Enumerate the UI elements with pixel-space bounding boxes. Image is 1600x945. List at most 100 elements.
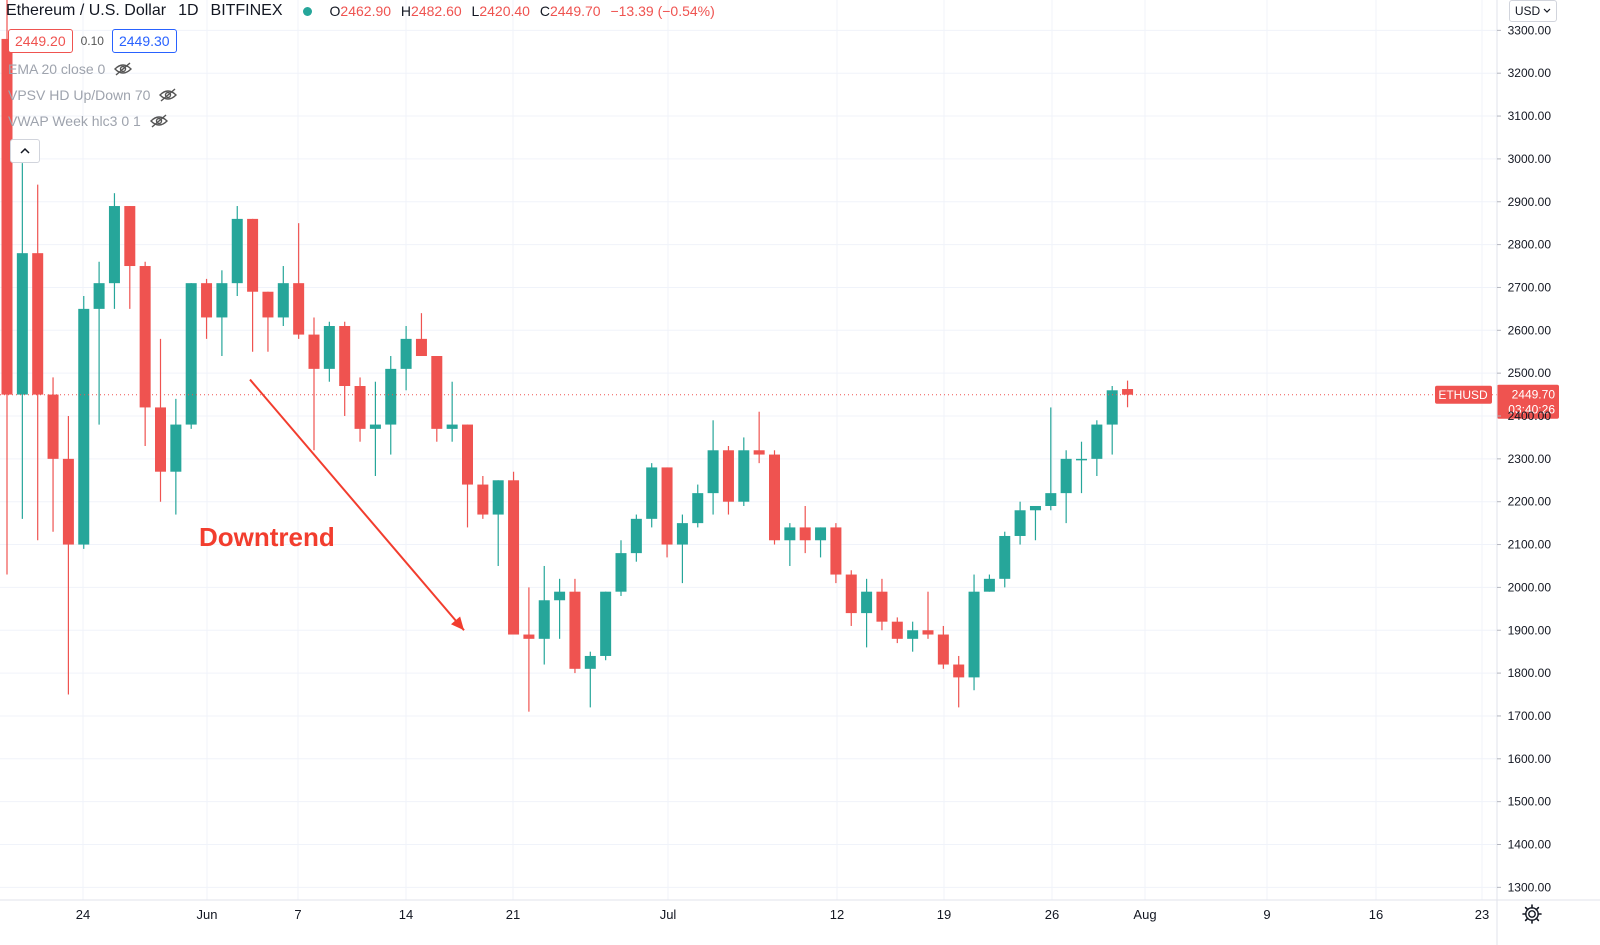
candle-body <box>722 450 734 502</box>
candle-up <box>185 283 197 429</box>
candle-up <box>676 514 688 584</box>
candle-down <box>247 218 259 352</box>
candle-up <box>584 651 596 708</box>
currency-label: USD <box>1514 4 1541 18</box>
indicator-vpsv[interactable]: VPSV HD Up/Down 70 <box>8 87 178 103</box>
candle-up <box>16 163 28 519</box>
x-tick-label: 14 <box>399 907 413 922</box>
y-tick-label: 2300.00 <box>1508 452 1552 466</box>
candle-body <box>523 634 535 639</box>
gear-icon[interactable] <box>1521 903 1543 925</box>
candle-up <box>400 326 412 391</box>
candle-down <box>155 338 166 502</box>
x-tick-label: 24 <box>76 907 90 922</box>
y-tick-label: 1400.00 <box>1508 838 1552 852</box>
x-tick-label: Aug <box>1133 907 1156 922</box>
candle-up <box>983 574 995 592</box>
candle-up <box>615 540 627 596</box>
candle-down <box>201 278 213 339</box>
price-axis[interactable]: 1300.00 1400.00 1500.00 1600.00 1700.00 1800.… <box>1496 0 1552 945</box>
candle-body <box>462 424 473 485</box>
candle-up <box>907 621 919 652</box>
candle-body <box>354 386 366 429</box>
candle-body <box>830 527 842 575</box>
candle-up <box>78 296 90 549</box>
y-tick-label: 3000.00 <box>1508 152 1552 166</box>
candle-body <box>78 308 90 545</box>
hidden-eye-icon[interactable] <box>149 114 169 128</box>
currency-select[interactable]: USD <box>1509 0 1557 22</box>
candle-body <box>477 484 489 515</box>
candle-up <box>277 266 289 327</box>
candle-up <box>446 381 458 442</box>
candle-down <box>124 206 136 309</box>
y-tick-label: 2900.00 <box>1508 195 1552 209</box>
candle-body <box>799 527 811 541</box>
indicator-label: VPSV HD Up/Down 70 <box>8 87 151 103</box>
candle-up <box>108 193 120 309</box>
candle-up <box>815 527 827 558</box>
candle-up <box>385 356 397 455</box>
symbol-title[interactable]: Ethereum / U.S. Dollar <box>6 2 167 19</box>
downtrend-arrow-line <box>249 378 465 631</box>
collapse-legend-button[interactable] <box>10 139 40 163</box>
candle-up <box>1045 407 1057 511</box>
hidden-eye-icon[interactable] <box>113 62 133 76</box>
candle-up <box>968 574 980 691</box>
candle-body <box>492 480 504 515</box>
candle-body <box>554 591 566 601</box>
exchange-label: BITFINEX <box>210 2 283 19</box>
candle-body <box>323 326 335 369</box>
candle-body <box>661 467 673 545</box>
candle-down <box>477 475 489 519</box>
y-tick-label: 2200.00 <box>1508 495 1552 509</box>
indicator-vwap[interactable]: VWAP Week hlc3 0 1 <box>8 113 169 129</box>
buy-price-button[interactable]: 2449.30 <box>111 29 177 53</box>
x-tick-label: Jul <box>660 907 677 922</box>
hidden-eye-icon[interactable] <box>158 88 178 102</box>
chevron-up-icon <box>20 147 30 154</box>
candle-body <box>676 523 688 545</box>
candle-body <box>784 527 796 541</box>
current-price-label: 2449.70 <box>1512 388 1556 402</box>
grid-lines <box>0 0 1497 900</box>
candle-body <box>62 458 74 545</box>
candle-down <box>47 377 59 532</box>
y-tick-label: 1700.00 <box>1508 709 1552 723</box>
candle-down <box>262 291 274 352</box>
candle-body <box>692 493 704 524</box>
candle-body <box>600 591 612 656</box>
candle-body <box>108 206 120 284</box>
candle-body <box>707 450 719 494</box>
candle-body <box>508 480 520 635</box>
candle-body <box>201 283 213 318</box>
spread-value: 0.10 <box>80 34 104 48</box>
change-value: −13.39 (−0.54%) <box>610 3 715 19</box>
interval-label[interactable]: 1D <box>178 2 199 19</box>
candle-down <box>139 261 151 446</box>
candle-down <box>753 411 765 464</box>
candle-down <box>1 0 13 575</box>
sell-price-button[interactable]: 2449.20 <box>8 29 73 53</box>
indicator-label: VWAP Week hlc3 0 1 <box>8 113 141 129</box>
y-tick-label: 2700.00 <box>1508 280 1552 294</box>
candle-body <box>891 621 903 639</box>
candle-up <box>1014 501 1026 545</box>
candle-body <box>1014 510 1026 536</box>
symbol-tag: ETHUSD <box>1438 388 1488 402</box>
time-axis[interactable]: 24 Jun 7 14 21 Jul 12 19 26 Aug 9 16 23 <box>0 899 1600 922</box>
candle-body <box>953 664 965 678</box>
y-tick-label: 1600.00 <box>1508 752 1552 766</box>
candle-up <box>738 437 750 506</box>
candle-body <box>308 334 320 369</box>
candle-body <box>569 591 581 669</box>
downtrend-annotation: Downtrend <box>199 378 465 631</box>
open-value: 2462.90 <box>340 3 392 19</box>
candle-up <box>538 565 550 665</box>
high-value: 2482.60 <box>411 3 462 19</box>
candle-body <box>584 655 596 669</box>
candle-up <box>1106 386 1118 455</box>
indicator-ema[interactable]: EMA 20 close 0 <box>8 61 133 77</box>
market-status-dot-icon <box>302 6 312 16</box>
